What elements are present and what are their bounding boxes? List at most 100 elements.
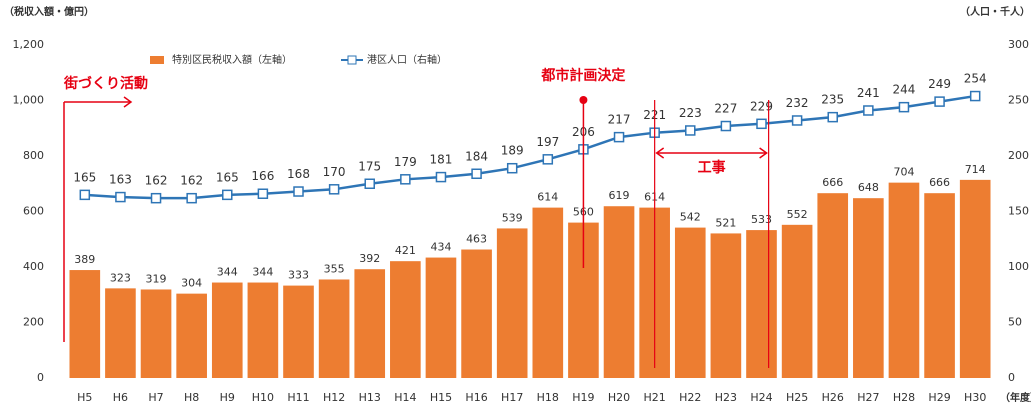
bar (318, 279, 350, 378)
bar (888, 182, 920, 378)
bar-value-label: 714 (965, 163, 986, 176)
line-value-label: 197 (536, 135, 559, 149)
line-marker (898, 101, 910, 113)
y2-tick-label: 100 (1008, 260, 1029, 273)
line-value-label: 170 (323, 165, 346, 179)
bar (461, 249, 492, 378)
line-value-label: 244 (893, 83, 916, 97)
bar (746, 230, 777, 378)
x-tick-label: H26 (822, 391, 844, 404)
bar-value-label: 666 (822, 176, 843, 189)
y-tick-label: 800 (23, 149, 44, 162)
x-tick-label: H16 (465, 391, 487, 404)
line-marker (115, 191, 126, 203)
bar (69, 270, 101, 378)
x-tick-label: H15 (430, 391, 452, 404)
bar-value-label: 542 (680, 211, 701, 224)
bar-value-label: 704 (893, 166, 914, 179)
line-marker (720, 120, 732, 132)
line-marker (400, 174, 411, 185)
line-marker (685, 125, 696, 136)
bar (674, 227, 706, 378)
line-value-label: 168 (287, 167, 310, 181)
y2-tick-label: 150 (1008, 205, 1029, 218)
bar-value-label: 319 (146, 272, 167, 285)
bar-value-label: 648 (858, 181, 879, 194)
bar-value-label: 344 (252, 266, 273, 279)
line-marker (435, 171, 447, 183)
bar (710, 233, 742, 378)
line-value-label: 165 (73, 170, 96, 184)
bar-value-label: 333 (288, 269, 309, 282)
annotation-arrow-head (655, 147, 768, 159)
x-tick-label: H22 (679, 391, 701, 404)
y-axis-label: （税収入額・億円） (4, 5, 94, 18)
bar (140, 289, 172, 378)
x-tick-label: H13 (359, 391, 381, 404)
line-marker (791, 115, 803, 126)
line-marker (364, 178, 375, 189)
x-tick-label: H20 (608, 391, 630, 404)
line-marker (222, 189, 233, 201)
annotation-arrow-head (123, 96, 133, 108)
x-tick-label: H21 (644, 391, 666, 404)
x-tick-label: H18 (537, 391, 559, 404)
bar-value-label: 521 (715, 216, 736, 229)
x-tick-label: H11 (287, 391, 309, 404)
bar (496, 228, 528, 378)
legend-label: 特別区民税収入額（左軸） (172, 53, 292, 66)
bar-value-label: 552 (787, 208, 808, 221)
line-value-label: 227 (714, 102, 737, 116)
legend-label: 港区人口（右軸） (367, 53, 447, 66)
line-value-label: 165 (216, 170, 239, 184)
bar (603, 206, 635, 378)
y2-tick-label: 50 (1008, 316, 1022, 329)
y-tick-label: 400 (23, 260, 44, 273)
line-marker (471, 168, 482, 180)
bar (425, 257, 457, 378)
bar (283, 285, 314, 378)
line-value-label: 184 (465, 149, 488, 163)
line-marker (969, 90, 981, 102)
bar-value-label: 533 (751, 213, 772, 226)
x-axis-label: （年度） (1000, 391, 1031, 404)
line-marker (257, 188, 269, 199)
x-tick-label: H6 (113, 391, 128, 404)
line-value-label: 162 (180, 174, 203, 188)
line-value-label: 166 (251, 169, 274, 183)
legend-swatch (150, 56, 164, 64)
bar (781, 224, 813, 378)
x-tick-label: H10 (252, 391, 274, 404)
line-marker (934, 96, 945, 107)
line-value-label: 241 (857, 86, 880, 100)
line-marker (863, 105, 874, 116)
y2-tick-label: 300 (1008, 38, 1029, 51)
line-marker (542, 154, 554, 165)
bar-value-label: 421 (395, 244, 416, 257)
bar-value-label: 344 (217, 266, 238, 279)
x-tick-label: H29 (928, 391, 950, 404)
bar-value-label: 392 (359, 252, 380, 265)
x-tick-label: H9 (220, 391, 235, 404)
x-tick-label: H28 (893, 391, 915, 404)
y2-tick-label: 250 (1008, 94, 1029, 107)
x-tick-label: H12 (323, 391, 345, 404)
x-tick-label: H24 (750, 391, 772, 404)
y2-axis-label: （人口・千人） (960, 5, 1030, 18)
bar (105, 288, 136, 378)
bar (853, 198, 884, 378)
bar-value-label: 389 (74, 253, 95, 266)
line (84, 94, 976, 200)
line-value-label: 181 (430, 153, 453, 167)
line-value-label: 223 (679, 106, 702, 120)
y-tick-label: 600 (23, 205, 44, 218)
bar-value-label: 539 (502, 211, 523, 224)
x-tick-label: H19 (572, 391, 594, 404)
x-tick-label: H30 (964, 391, 986, 404)
line-value-label: 254 (964, 72, 987, 86)
bar-value-label: 463 (466, 233, 487, 246)
y-tick-label: 0 (37, 371, 44, 384)
bar (211, 282, 243, 378)
bar (532, 207, 564, 378)
